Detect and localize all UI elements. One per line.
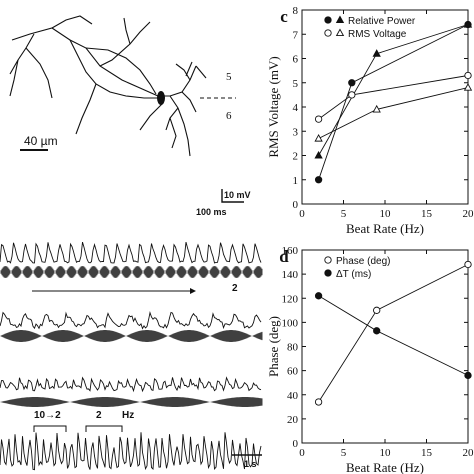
y-tick-label: 140 — [282, 269, 299, 281]
y-tick-label: 80 — [287, 342, 299, 354]
data-point — [464, 260, 472, 269]
data-point — [372, 49, 381, 57]
trace-1 — [0, 241, 262, 264]
y-tick-label: 2 — [293, 151, 299, 163]
legend-label: Relative Power — [348, 16, 416, 27]
y-tick-label: 3 — [293, 126, 299, 138]
x-tick-label: 5 — [341, 208, 347, 220]
data-point — [463, 20, 473, 28]
legend-label: ΔT (ms) — [336, 269, 371, 280]
y-tick-label: 1 — [293, 175, 299, 187]
x-tick-label: 10 — [380, 208, 392, 220]
y-tick-label: 120 — [282, 293, 299, 305]
trace-4 — [0, 432, 262, 471]
beat-band-3 — [0, 397, 263, 407]
x-axis-label: Beat Rate (Hz) — [346, 221, 424, 236]
x-tick-label: 5 — [341, 447, 347, 459]
series-line — [318, 24, 469, 180]
data-point — [314, 115, 323, 123]
panel-label-d: d — [279, 247, 289, 266]
data-point — [348, 79, 356, 87]
series-line — [318, 295, 469, 376]
voltage-scale-label: 10 mV — [224, 190, 251, 200]
series-line — [318, 264, 469, 403]
x-tick-label: 20 — [463, 208, 474, 220]
legend-marker — [335, 15, 345, 24]
bracket-10-2 — [33, 425, 67, 432]
y-tick-label: 60 — [287, 366, 299, 378]
neuron-scale-label: 40 µm — [24, 134, 58, 148]
y-tick-label: 160 — [282, 245, 299, 257]
trace-marker-2: 2 — [232, 283, 238, 294]
y-tick-label: 5 — [293, 78, 299, 90]
x-tick-label: 0 — [299, 208, 305, 220]
label-hz: Hz — [122, 410, 135, 421]
legend-marker — [324, 269, 332, 277]
data-point — [314, 176, 323, 184]
panel-label-c: c — [280, 7, 288, 26]
x-tick-label: 10 — [380, 447, 392, 459]
label-2: 2 — [96, 410, 102, 421]
y-tick-label: 8 — [293, 5, 299, 17]
scale-bar — [221, 189, 244, 203]
beat-band-2 — [0, 330, 263, 342]
data-point — [373, 327, 381, 335]
layer-label-lower: 6 — [226, 110, 232, 122]
arrowhead-icon — [190, 288, 196, 294]
legend-label: Phase (deg) — [336, 256, 390, 267]
series-line — [318, 24, 469, 156]
data-point — [464, 371, 472, 380]
traces — [0, 241, 263, 471]
data-point — [314, 133, 323, 142]
bracket-2hz — [85, 425, 123, 432]
x-tick-label: 15 — [421, 447, 433, 459]
series-line — [318, 75, 469, 120]
soma — [157, 91, 165, 105]
y-tick-label: 100 — [282, 317, 299, 329]
data-point — [463, 83, 473, 91]
data-point — [314, 292, 323, 300]
x-tick-label: 20 — [463, 447, 474, 459]
trace-2 — [0, 311, 262, 330]
data-point — [314, 150, 323, 159]
legend-marker — [335, 28, 345, 37]
legend-marker — [324, 256, 332, 264]
x-tick-label: 0 — [299, 447, 305, 459]
legend-label: RMS Voltage — [348, 29, 407, 40]
y-tick-label: 40 — [287, 390, 299, 402]
chart-d-frame — [301, 249, 469, 444]
legend-marker — [324, 16, 332, 24]
y-tick-label: 0 — [293, 199, 299, 211]
y-tick-label: 4 — [293, 102, 299, 114]
label-10-to-2: 10→2 — [34, 410, 61, 421]
data-point — [372, 104, 381, 113]
y-axis-label: Phase (deg) — [266, 316, 281, 377]
y-tick-label: 6 — [293, 54, 299, 66]
x-axis-label: Beat Rate (Hz) — [346, 460, 424, 474]
data-point — [314, 398, 323, 406]
layer-label-upper: 5 — [226, 71, 232, 83]
data-point — [373, 306, 381, 314]
beat-band-1 — [0, 266, 263, 278]
y-tick-label: 20 — [287, 414, 299, 426]
y-axis-label: RMS Voltage (mV) — [266, 56, 281, 157]
data-point — [464, 71, 472, 80]
neuron-drawing — [9, 15, 207, 157]
y-tick-label: 0 — [293, 438, 299, 450]
time-scale-label: 100 ms — [196, 207, 227, 217]
x-tick-label: 15 — [421, 208, 433, 220]
legend-marker — [324, 29, 332, 37]
trace-3 — [0, 376, 262, 393]
data-point — [348, 91, 356, 99]
y-tick-label: 7 — [293, 29, 299, 41]
time-bar-label: 1 s — [244, 459, 257, 469]
